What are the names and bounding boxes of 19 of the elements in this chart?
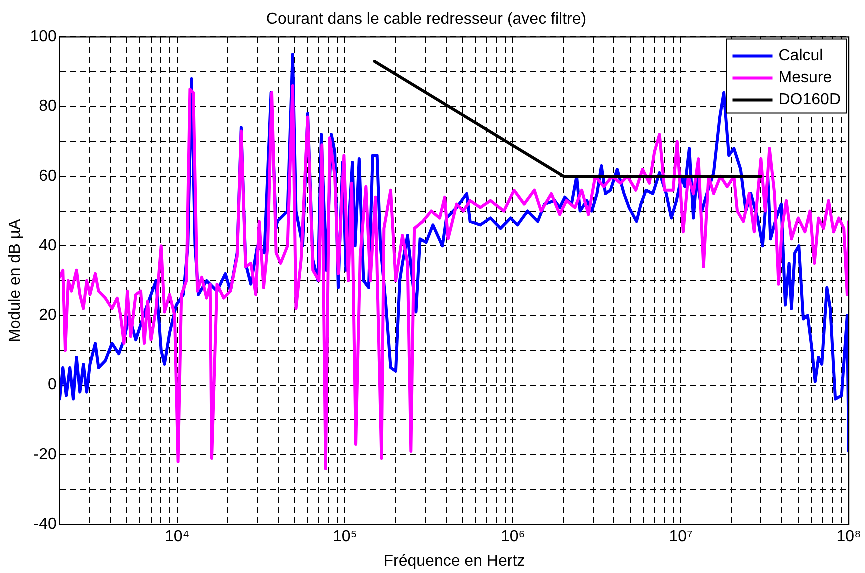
chart-title: Courant dans le cable redresseur (avec filtre) <box>266 11 587 28</box>
x-tick-label: 10⁶ <box>500 528 526 546</box>
y-tick-label: 60 <box>39 168 57 185</box>
y-tick-label: 80 <box>39 98 57 116</box>
y-tick-label: -40 <box>34 516 57 534</box>
y-tick-label: 100 <box>30 28 57 46</box>
y-tick-label: 0 <box>48 376 57 394</box>
x-axis-title: Fréquence en Hertz <box>384 552 526 570</box>
y-tick-label: -20 <box>34 446 57 464</box>
legend-label: Mesure <box>778 70 832 87</box>
x-tick-label: 10⁴ <box>164 528 190 546</box>
x-tick-label: 10⁵ <box>332 528 358 546</box>
y-axis-title: Module en dB µA <box>7 219 24 342</box>
x-tick-label: 10⁷ <box>669 528 694 546</box>
legend-label: DO160D <box>778 92 841 109</box>
y-tick-label: 20 <box>39 307 57 324</box>
y-tick-label: 40 <box>39 237 57 254</box>
legend-label: Calcul <box>778 48 824 65</box>
x-tick-label: 10⁸ <box>836 528 862 546</box>
